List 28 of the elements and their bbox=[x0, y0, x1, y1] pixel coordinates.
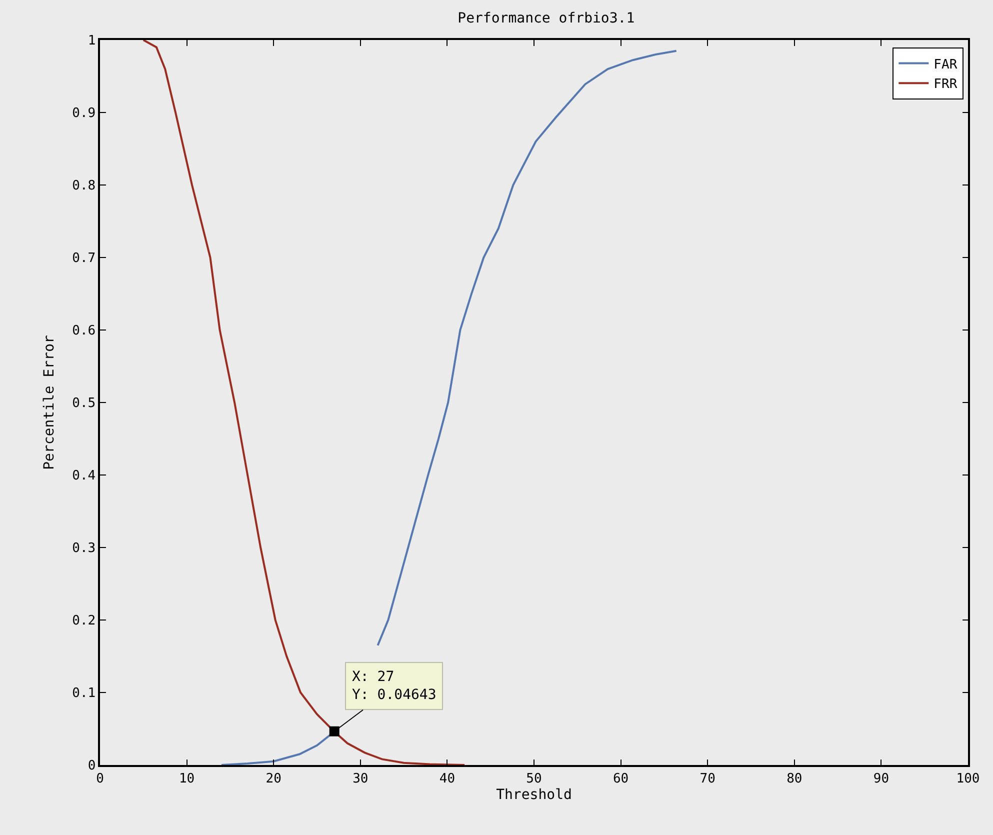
x-tick-label: 40 bbox=[439, 771, 456, 786]
x-axis-title: Threshold bbox=[496, 787, 572, 804]
y-tick-label: 0.1 bbox=[72, 686, 96, 702]
y-tick-label: 0.7 bbox=[72, 251, 96, 266]
x-tick-label: 70 bbox=[700, 771, 716, 786]
y-tick-label: 0 bbox=[88, 758, 96, 774]
x-tick-label: 60 bbox=[612, 771, 629, 786]
y-tick-label: 1 bbox=[88, 34, 96, 49]
y-tick-label: 0.5 bbox=[72, 396, 96, 412]
y-tick-label: 0.9 bbox=[72, 106, 96, 122]
y-axis-title: Percentile Error bbox=[41, 335, 58, 470]
legend-label: FAR bbox=[934, 57, 958, 72]
y-tick-label: 0.3 bbox=[72, 541, 96, 556]
y-tick-label: 0.8 bbox=[72, 178, 96, 194]
y-tick-label: 0.4 bbox=[72, 468, 96, 484]
annotation: X: 27 Y: 0.04643 bbox=[352, 669, 436, 704]
x-tick-label: 10 bbox=[178, 771, 195, 786]
x-tick-label: 30 bbox=[352, 771, 368, 786]
chart-title: Performance ofrbio3.1 bbox=[458, 10, 635, 26]
line-series bbox=[142, 40, 466, 765]
x-tick-label: 20 bbox=[266, 771, 282, 786]
legend-label: FRR bbox=[934, 77, 958, 92]
x-tick-label: 50 bbox=[526, 771, 542, 786]
x-tick-label: 100 bbox=[956, 771, 980, 786]
x-tick-label: 80 bbox=[786, 771, 802, 786]
y-tick-label: 0.6 bbox=[72, 324, 96, 339]
y-tick-label: 0.2 bbox=[72, 614, 96, 629]
x-tick-label: 90 bbox=[873, 771, 890, 786]
